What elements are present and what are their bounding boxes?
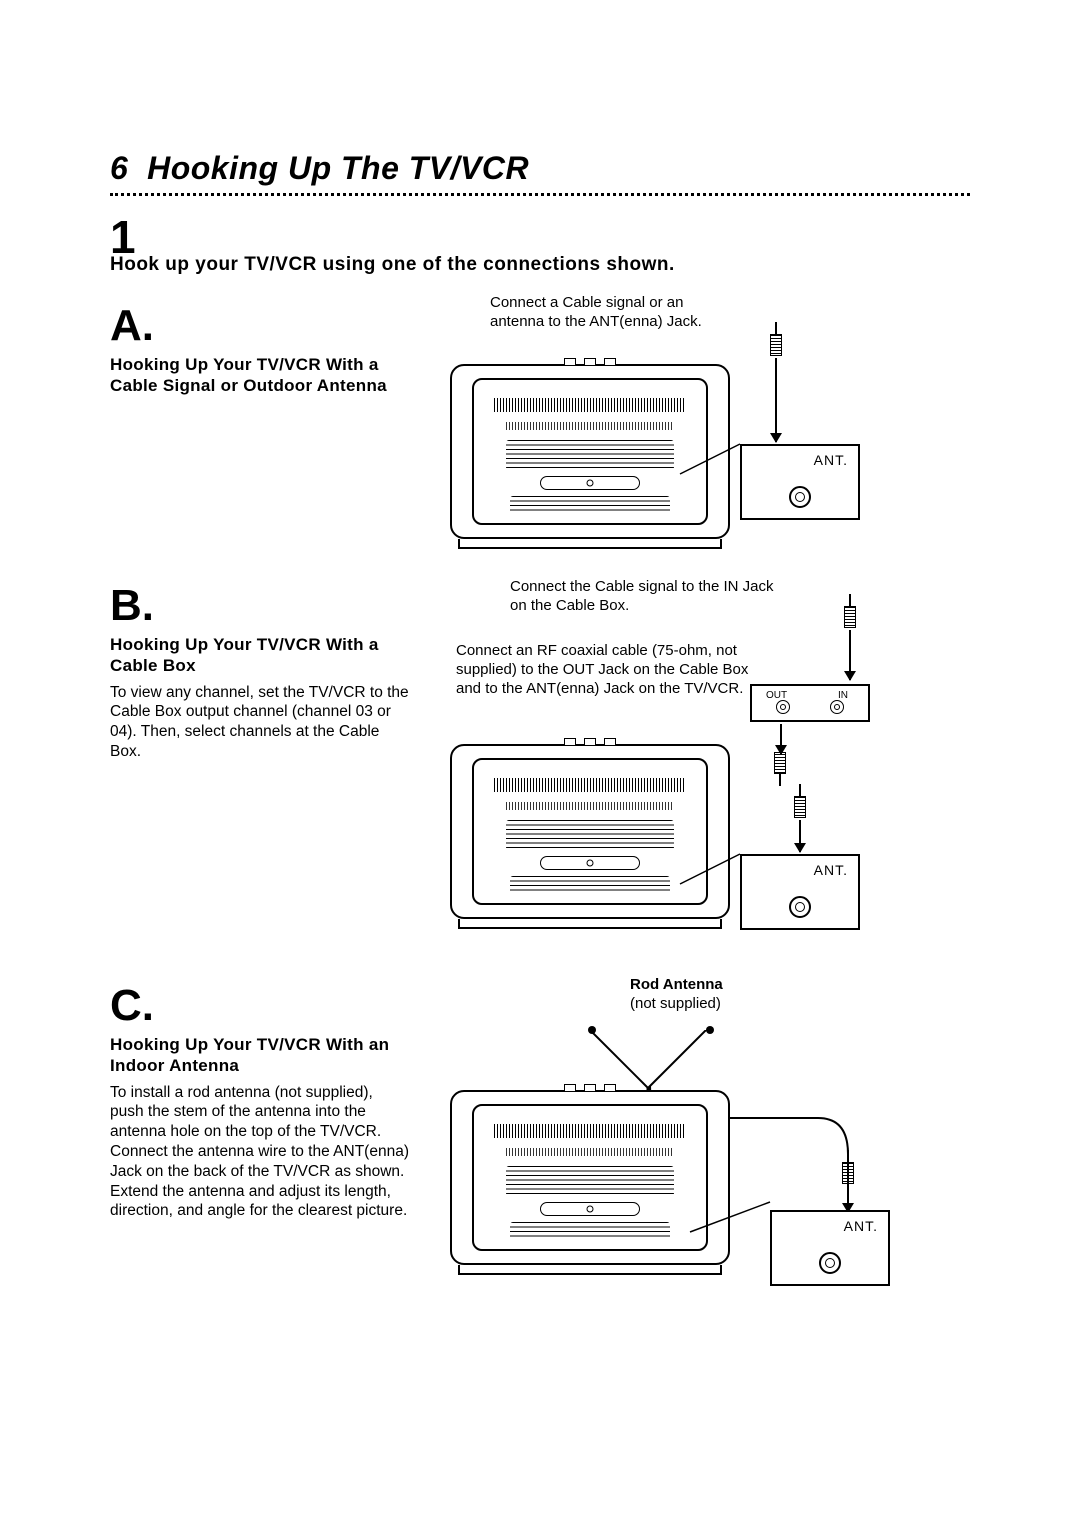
ant-jack-label: ANT.	[814, 862, 848, 878]
section-b-heading: Hooking Up Your TV/VCR With a Cable Box	[110, 634, 410, 677]
section-a: A. Hooking Up Your TV/VCR With a Cable S…	[110, 304, 970, 544]
coax-plug-icon	[770, 322, 782, 356]
leader-line-icon	[670, 434, 760, 504]
title-rule	[110, 193, 970, 196]
coax-plug-icon	[842, 1150, 854, 1184]
cablebox-in-label: IN	[838, 690, 848, 701]
rod-antenna-icon	[588, 1026, 714, 1034]
cable-box-icon: OUT IN	[750, 684, 870, 722]
section-c: C. Hooking Up Your TV/VCR With an Indoor…	[110, 984, 970, 1300]
coax-plug-icon	[794, 784, 806, 818]
arrow-down-icon	[849, 630, 851, 680]
section-c-letter: C.	[110, 984, 410, 1028]
section-a-letter: A.	[110, 304, 410, 348]
arrow-down-icon	[775, 358, 777, 442]
page-title-text: Hooking Up The TV/VCR	[147, 150, 529, 186]
page-title: 6 Hooking Up The TV/VCR	[110, 150, 970, 187]
step-instruction: Hook up your TV/VCR using one of the con…	[110, 254, 970, 276]
section-a-heading: Hooking Up Your TV/VCR With a Cable Sign…	[110, 354, 410, 397]
section-a-diagram: ANT.	[450, 304, 930, 544]
section-b: B. Hooking Up Your TV/VCR With a Cable B…	[110, 584, 970, 944]
leader-line-icon	[670, 844, 760, 914]
arrow-down-icon	[780, 724, 782, 754]
ant-jack-label: ANT.	[844, 1218, 878, 1234]
arrow-down-icon	[847, 1186, 849, 1212]
coax-plug-icon	[774, 752, 786, 786]
section-c-heading: Hooking Up Your TV/VCR With an Indoor An…	[110, 1034, 410, 1077]
ant-jack-icon: ANT.	[770, 1210, 890, 1286]
section-c-diagram: ANT.	[450, 1020, 930, 1300]
leader-line-icon	[680, 1188, 780, 1258]
section-b-diagram: OUT IN ANT.	[450, 584, 930, 944]
section-b-letter: B.	[110, 584, 410, 628]
section-b-body: To view any channel, set the TV/VCR to t…	[110, 683, 410, 762]
arrow-down-icon	[799, 820, 801, 852]
page-number: 6	[110, 150, 128, 186]
rod-antenna-label-bold: Rod Antenna	[630, 976, 723, 993]
section-c-body: To install a rod antenna (not supplied),…	[110, 1083, 410, 1222]
coax-plug-icon	[844, 594, 856, 628]
ant-jack-label: ANT.	[814, 452, 848, 468]
rod-antenna-label-rest: (not supplied)	[630, 995, 721, 1012]
